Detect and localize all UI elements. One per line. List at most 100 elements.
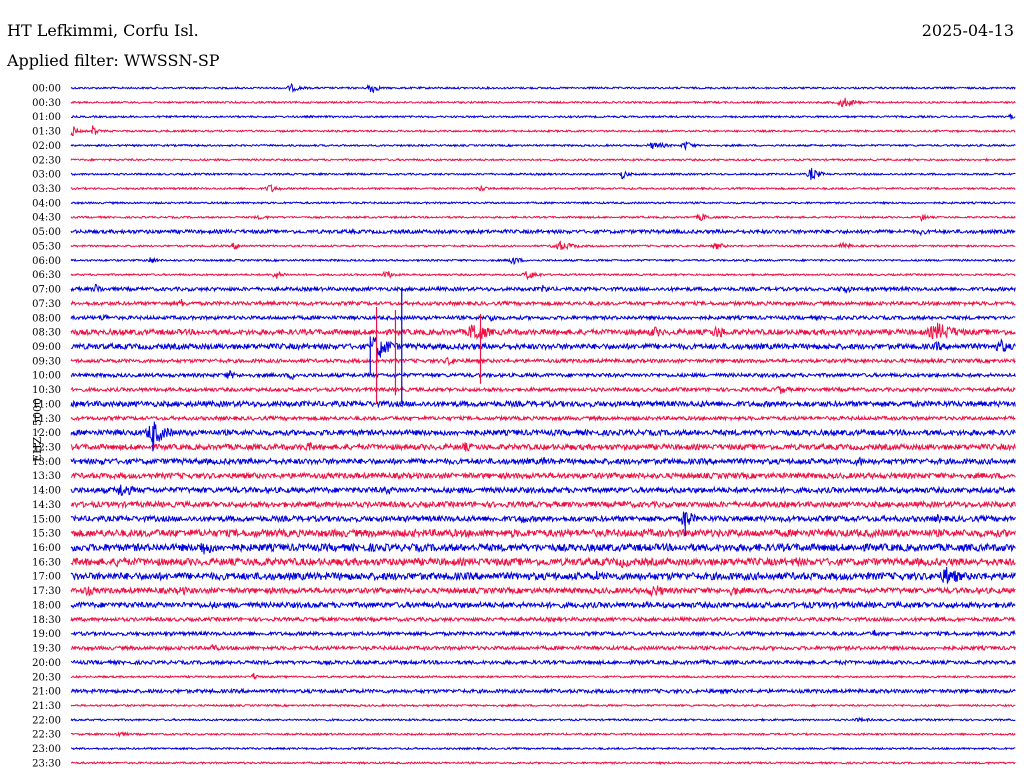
time-tick-label: 09:30: [32, 356, 61, 367]
time-tick-label: 06:00: [32, 256, 61, 267]
trace-row-1230: [70, 441, 1016, 452]
trace-row-1430: [70, 499, 1016, 510]
time-tick-label: 17:30: [32, 586, 61, 597]
trace-row-0200: [70, 141, 1016, 152]
time-tick-label: 00:30: [32, 98, 61, 109]
time-tick-label: 14:30: [32, 500, 61, 511]
time-tick-label: 10:00: [32, 371, 61, 382]
time-tick-label: 05:00: [32, 227, 61, 238]
trace-row-0230: [70, 157, 1016, 162]
trace-row-1300: [70, 456, 1016, 467]
time-tick-label: 08:30: [32, 328, 61, 339]
time-tick-label: 19:30: [32, 644, 61, 655]
time-tick-label: 01:30: [32, 127, 61, 138]
trace-row-1100: [70, 399, 1016, 409]
time-tick-label: 23:00: [32, 744, 61, 755]
time-tick-label: 05:30: [32, 241, 61, 252]
time-tick-label: 22:30: [32, 730, 61, 741]
time-tick-label: 13:00: [32, 457, 61, 468]
time-tick-label: 23:30: [32, 758, 61, 769]
trace-row-0100: [70, 113, 1016, 120]
trace-row-0400: [70, 200, 1016, 206]
time-tick-label: 12:00: [32, 428, 61, 439]
trace-row-0600: [70, 256, 1016, 266]
trace-row-0300: [70, 167, 1016, 181]
trace-row-0700: [70, 283, 1016, 294]
time-tick-label: 07:00: [32, 285, 61, 296]
time-tick-label: 08:00: [32, 313, 61, 324]
trace-row-2300: [70, 746, 1016, 751]
time-tick-label: 13:30: [32, 471, 61, 482]
trace-row-1400: [70, 484, 1016, 497]
time-tick-label: 15:30: [32, 529, 61, 540]
time-tick-label: 17:00: [32, 572, 61, 583]
trace-row-1600: [70, 542, 1016, 555]
trace-row-1000: [70, 369, 1016, 380]
trace-row-0900: [70, 336, 1016, 360]
trace-row-0800: [70, 313, 1016, 322]
time-tick-label: 22:00: [32, 715, 61, 726]
trace-row-1130: [70, 414, 1016, 422]
trace-row-2230: [70, 730, 1016, 738]
time-tick-label: 15:00: [32, 514, 61, 525]
trace-row-0530: [70, 240, 1016, 251]
time-tick-label: 04:00: [32, 198, 61, 209]
trace-row-2130: [70, 703, 1016, 708]
trace-row-0430: [70, 212, 1016, 223]
trace-row-2100: [70, 687, 1016, 695]
time-tick-label: 11:30: [32, 414, 61, 425]
trace-row-1700: [70, 566, 1016, 585]
time-tick-label: 10:30: [32, 385, 61, 396]
time-tick-label: 21:30: [32, 701, 61, 712]
trace-row-1330: [70, 471, 1016, 481]
trace-row-0630: [70, 270, 1016, 281]
trace-row-1830: [70, 615, 1016, 624]
trace-row-0330: [70, 184, 1016, 193]
filter-label: Applied filter: WWSSN-SP: [7, 51, 220, 70]
time-tick-label: 12:30: [32, 443, 61, 454]
trace-row-0000: [70, 82, 1016, 94]
trace-row-0930: [70, 356, 1016, 367]
trace-row-2330: [70, 760, 1016, 766]
time-tick-label: 14:00: [32, 486, 61, 497]
trace-row-2030: [70, 673, 1016, 680]
time-tick-label: 19:00: [32, 629, 61, 640]
time-tick-label: 01:00: [32, 112, 61, 123]
time-tick-label: 20:30: [32, 672, 61, 683]
time-tick-label: 03:30: [32, 184, 61, 195]
time-tick-label: 02:00: [32, 141, 61, 152]
time-tick-label: 20:00: [32, 658, 61, 669]
trace-row-0030: [70, 97, 1016, 108]
time-tick-label: 18:00: [32, 600, 61, 611]
trace-row-1630: [70, 556, 1016, 569]
trace-row-2000: [70, 658, 1016, 667]
record-date: 2025-04-13: [921, 21, 1014, 40]
time-tick-label: 21:00: [32, 687, 61, 698]
time-tick-label: 18:30: [32, 615, 61, 626]
trace-row-1900: [70, 629, 1016, 638]
trace-row-1030: [70, 385, 1016, 395]
time-tick-label: 07:30: [32, 299, 61, 310]
time-tick-label: 11:00: [32, 399, 61, 410]
trace-row-1530: [70, 527, 1016, 539]
trace-row-0830: [70, 322, 1016, 341]
trace-row-1800: [70, 600, 1016, 610]
time-tick-label: 04:30: [32, 213, 61, 224]
trace-row-1930: [70, 644, 1016, 652]
trace-row-2200: [70, 716, 1016, 723]
time-tick-label: 00:00: [32, 84, 61, 95]
time-tick-label: 02:30: [32, 155, 61, 166]
trace-row-0130: [70, 125, 1016, 137]
trace-row-1730: [70, 585, 1016, 598]
trace-row-1200: [70, 421, 1016, 446]
trace-row-1500: [70, 511, 1016, 527]
time-tick-label: 09:00: [32, 342, 61, 353]
trace-row-0500: [70, 228, 1016, 237]
station-title: HT Lefkimmi, Corfu Isl.: [7, 21, 199, 40]
time-tick-label: 06:30: [32, 270, 61, 281]
time-tick-label: 16:00: [32, 543, 61, 554]
trace-row-0730: [70, 299, 1016, 308]
time-tick-label: 03:00: [32, 170, 61, 181]
time-tick-label: 16:30: [32, 557, 61, 568]
